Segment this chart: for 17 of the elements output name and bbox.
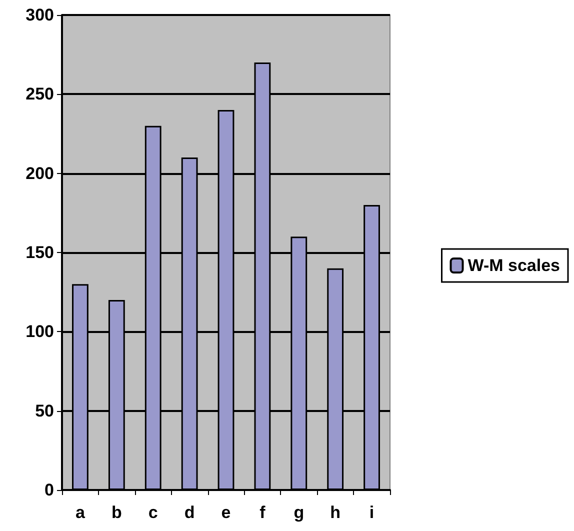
x-tick-label: f (260, 503, 266, 522)
y-tick-label: 250 (26, 84, 54, 104)
x-tick-label: a (75, 503, 86, 522)
y-tick-label: 300 (26, 6, 54, 24)
x-tick-label: i (369, 503, 374, 522)
y-tick-label: 200 (26, 164, 54, 183)
x-tick-label: g (294, 503, 304, 522)
x-tick-label: d (184, 503, 195, 522)
y-tick-label: 50 (35, 401, 54, 420)
y-tick-label: 100 (26, 322, 54, 342)
y-tick-label: 150 (26, 243, 54, 262)
x-tick-label: c (148, 503, 158, 522)
y-tick-label: 0 (44, 480, 54, 500)
legend-label: W-M scales (468, 256, 560, 275)
x-tick-label: b (111, 503, 122, 522)
x-tick-label: e (221, 503, 231, 522)
x-tick-label: h (330, 503, 341, 522)
